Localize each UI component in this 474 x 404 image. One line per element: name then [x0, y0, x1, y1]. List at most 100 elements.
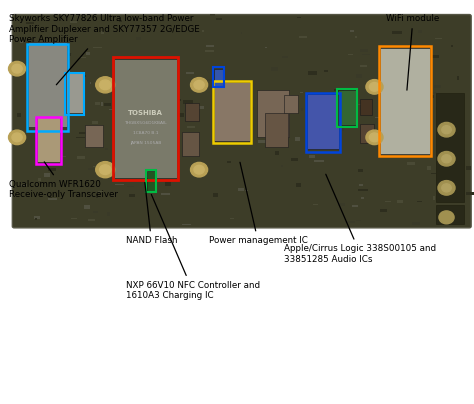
- Text: Apple/Cirrus Logic 338S00105 and
33851285 Audio ICs: Apple/Cirrus Logic 338S00105 and 3385128…: [284, 174, 437, 264]
- Bar: [88, 219, 95, 221]
- Bar: [360, 65, 367, 67]
- Bar: [281, 165, 283, 167]
- Bar: [271, 67, 278, 72]
- Bar: [104, 103, 111, 106]
- Bar: [457, 76, 459, 80]
- Bar: [119, 20, 122, 23]
- Bar: [187, 126, 195, 128]
- Bar: [358, 169, 363, 173]
- Bar: [340, 92, 350, 94]
- Circle shape: [366, 80, 383, 94]
- Bar: [257, 90, 289, 137]
- Text: Qualcomm WFR1620
Receive-only Transceiver: Qualcomm WFR1620 Receive-only Transceive…: [9, 162, 119, 199]
- Bar: [313, 204, 318, 205]
- Bar: [201, 30, 203, 32]
- Bar: [427, 166, 431, 170]
- Bar: [426, 105, 428, 107]
- Bar: [229, 218, 234, 219]
- Bar: [214, 82, 250, 141]
- Bar: [440, 193, 446, 194]
- Bar: [432, 95, 434, 98]
- Bar: [163, 71, 172, 75]
- Bar: [47, 42, 52, 44]
- Bar: [356, 220, 361, 221]
- Bar: [28, 42, 67, 127]
- Bar: [437, 107, 439, 110]
- Circle shape: [366, 130, 383, 145]
- Bar: [265, 113, 288, 147]
- Text: THGBX5G6D1KBAIL: THGBX5G6D1KBAIL: [124, 121, 167, 125]
- Bar: [407, 55, 410, 59]
- Bar: [165, 182, 171, 186]
- Circle shape: [191, 162, 208, 177]
- Bar: [324, 70, 328, 72]
- Bar: [183, 110, 191, 112]
- Bar: [210, 14, 215, 16]
- Bar: [76, 109, 83, 112]
- Bar: [218, 74, 219, 76]
- Bar: [392, 32, 397, 33]
- Bar: [56, 156, 66, 157]
- Bar: [334, 89, 344, 91]
- Text: WiFi module: WiFi module: [386, 14, 439, 90]
- Bar: [246, 190, 248, 191]
- Circle shape: [438, 122, 455, 137]
- Bar: [186, 135, 188, 138]
- Text: JAPAN 1505AB: JAPAN 1505AB: [130, 141, 161, 145]
- Circle shape: [9, 61, 26, 76]
- Bar: [136, 26, 140, 29]
- Bar: [362, 198, 364, 199]
- Bar: [418, 201, 421, 202]
- Circle shape: [100, 165, 111, 175]
- Bar: [36, 218, 37, 220]
- Bar: [398, 60, 402, 63]
- Bar: [63, 53, 72, 55]
- Bar: [88, 168, 97, 170]
- Bar: [444, 144, 448, 147]
- Bar: [213, 67, 224, 87]
- Bar: [227, 161, 231, 162]
- Bar: [244, 107, 254, 110]
- Bar: [34, 217, 40, 219]
- Bar: [439, 222, 447, 225]
- Bar: [275, 151, 279, 155]
- Bar: [342, 115, 350, 116]
- Bar: [92, 121, 98, 124]
- Bar: [454, 104, 462, 105]
- Bar: [380, 208, 387, 212]
- Bar: [418, 30, 422, 34]
- Bar: [45, 134, 53, 137]
- Bar: [323, 104, 332, 107]
- Bar: [397, 200, 403, 203]
- Bar: [176, 114, 184, 117]
- Text: Skyworks SKY77826 Ultra low-band Power
Amplifier Duplexer and SKY77357 2G/EDGE
P: Skyworks SKY77826 Ultra low-band Power A…: [9, 14, 200, 85]
- Bar: [185, 103, 199, 121]
- Bar: [179, 99, 181, 101]
- Bar: [352, 101, 357, 104]
- Bar: [270, 108, 280, 109]
- Bar: [27, 44, 68, 131]
- Bar: [297, 17, 301, 19]
- Text: Power management IC: Power management IC: [209, 162, 308, 245]
- Bar: [237, 188, 244, 191]
- Bar: [115, 184, 124, 185]
- Bar: [101, 31, 104, 34]
- Bar: [402, 138, 404, 141]
- Bar: [112, 172, 116, 174]
- Bar: [337, 89, 357, 127]
- Bar: [79, 132, 86, 134]
- Bar: [361, 49, 368, 52]
- Bar: [186, 72, 194, 74]
- Bar: [314, 160, 324, 162]
- Bar: [135, 113, 139, 116]
- Bar: [214, 69, 223, 86]
- Circle shape: [191, 78, 208, 92]
- Bar: [436, 93, 464, 202]
- Bar: [385, 201, 391, 202]
- Bar: [84, 205, 90, 209]
- Bar: [342, 126, 344, 130]
- Bar: [407, 162, 415, 165]
- Bar: [105, 148, 108, 150]
- Bar: [465, 166, 471, 170]
- Bar: [71, 218, 77, 219]
